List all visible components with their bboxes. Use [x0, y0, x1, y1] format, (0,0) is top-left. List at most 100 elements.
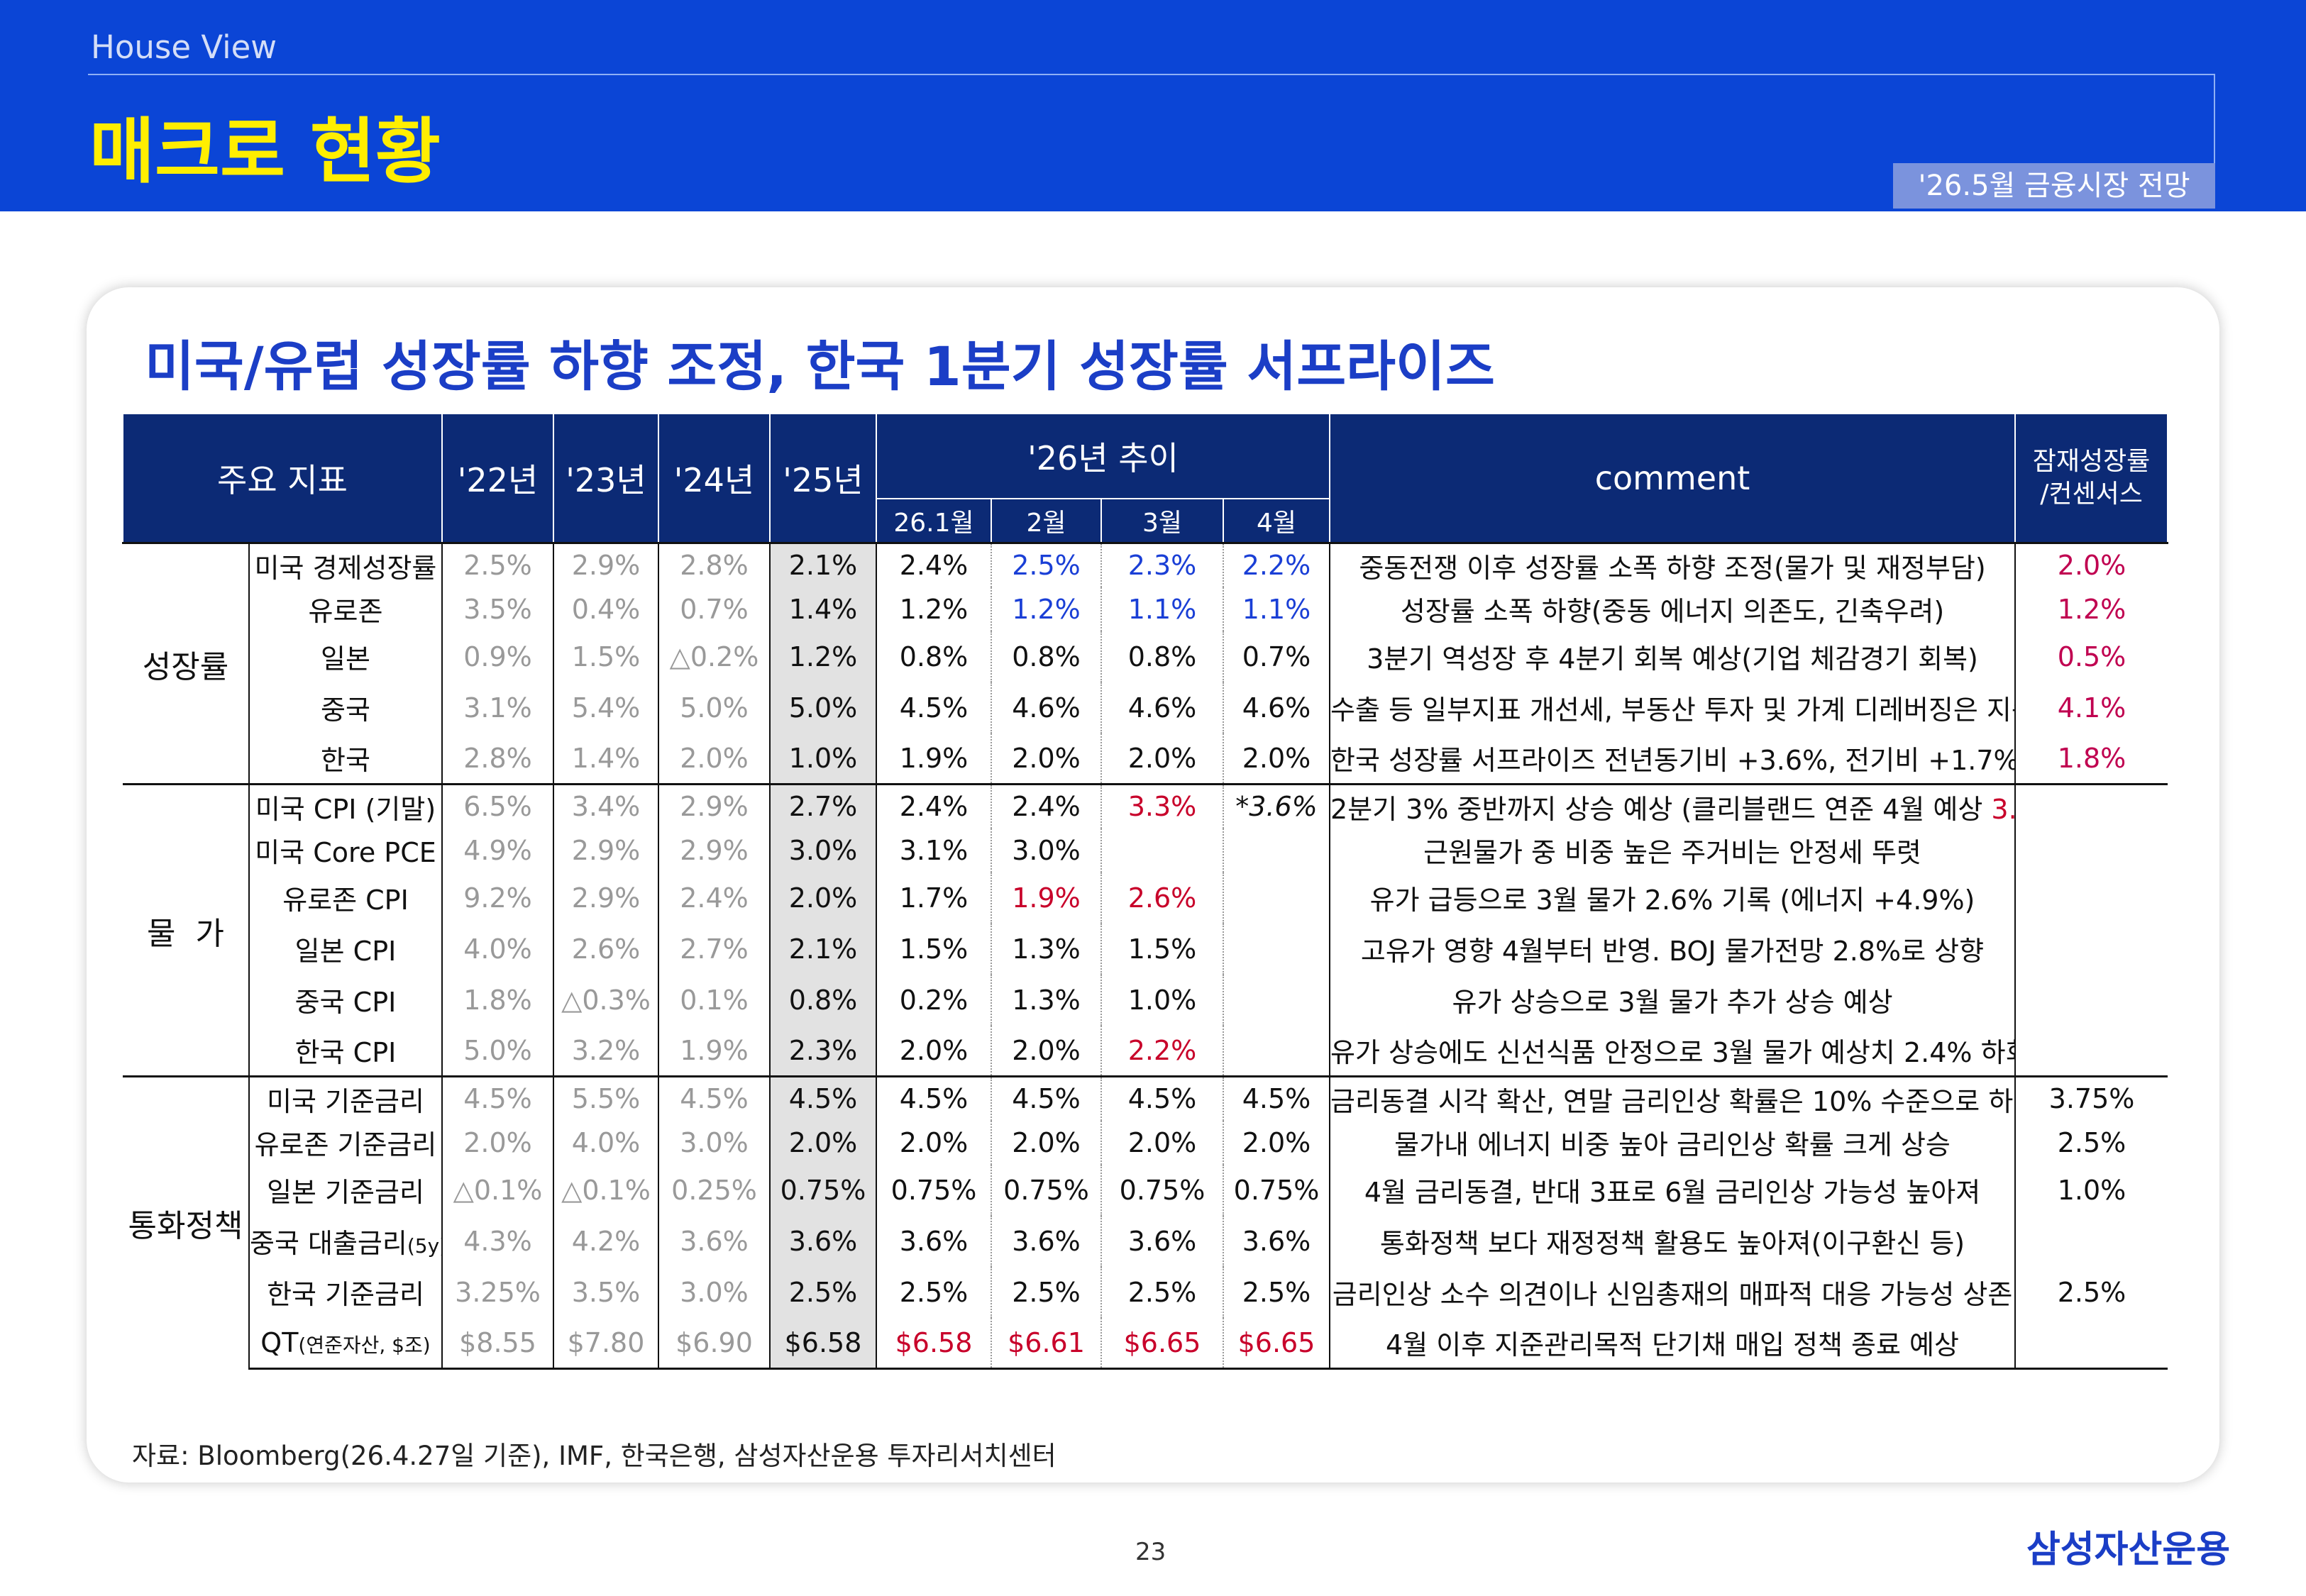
value-m4: 4.6%: [1223, 682, 1331, 733]
indicator-name: 일본: [249, 631, 443, 682]
value-m4: 0.7%: [1223, 631, 1331, 682]
indicator-name: 한국 CPI: [249, 1025, 443, 1077]
value-m4: [1223, 974, 1331, 1026]
header-trend-26: '26년 추이: [875, 413, 1331, 499]
value-y22: 6.5%: [442, 783, 554, 829]
potential-value: [2015, 872, 2168, 924]
value-m1: $6.58: [876, 1317, 992, 1370]
category-label: 통화정책: [123, 1075, 250, 1369]
potential-value: [2015, 1317, 2168, 1370]
header-bar: House View 매크로 현황 '26.5월 금융시장 전망: [0, 0, 2306, 211]
value-m4: [1223, 828, 1331, 872]
value-y24: △0.2%: [658, 631, 771, 682]
potential-value: [2015, 1025, 2168, 1077]
indicator-name-sub: (5y): [407, 1234, 441, 1258]
comment-text: 4월 금리동결, 반대 3표로 6월 금리인상 가능성 높아져: [1364, 1177, 1981, 1208]
value-m1: 3.1%: [876, 828, 992, 872]
comment-text: 한국 성장률 서프라이즈 전년동기비 +3.6%, 전기비 +1.7%: [1330, 745, 2016, 777]
page-number: 23: [1135, 1538, 1166, 1566]
value-y23: 3.4%: [553, 783, 659, 829]
slide-headline: 미국/유럽 성장률 하향 조정, 한국 1분기 성장률 서프라이즈: [145, 335, 1495, 398]
value-y25: 2.7%: [770, 783, 877, 829]
value-y23: 3.2%: [553, 1025, 659, 1077]
header-year-24: '24년: [658, 413, 771, 544]
value-m3: 2.2%: [1101, 1025, 1224, 1077]
value-m1: 1.5%: [876, 923, 992, 975]
indicator-name-text: 한국 기준금리: [267, 1279, 424, 1310]
header-month-2: 2월: [991, 498, 1102, 544]
value-m3: 2.5%: [1101, 1266, 1224, 1318]
header-month-1: 26.1월: [876, 498, 992, 544]
value-y22: 9.2%: [442, 872, 554, 924]
value-y22: 4.5%: [442, 1075, 554, 1121]
potential-value: [2015, 975, 2168, 1026]
indicator-name-text: 한국 CPI: [294, 1037, 397, 1069]
comment-cell: 통화정책 보다 재정정책 활용도 높아져(이구환신 등): [1330, 1215, 2017, 1267]
value-m2: 4.5%: [991, 1075, 1102, 1121]
indicator-name: 미국 경제성장률: [249, 542, 443, 587]
comment-text: 통화정책 보다 재정정책 활용도 높아져(이구환신 등): [1379, 1228, 1965, 1259]
value-m2: 1.2%: [991, 587, 1102, 631]
value-y23: 1.4%: [553, 733, 659, 785]
value-m1: 2.4%: [876, 542, 992, 587]
comment-text: 고유가 영향 4월부터 반영. BOJ 물가전망 2.8%로 상향: [1360, 936, 1985, 967]
indicator-name: 한국: [249, 733, 443, 785]
comment-cell: 2분기 3% 중반까지 상승 예상 (클리블랜드 연준 4월 예상 3.6%): [1330, 783, 2017, 829]
value-y24: 3.6%: [658, 1215, 771, 1267]
value-y23: △0.1%: [553, 1164, 659, 1216]
value-m2: 0.75%: [991, 1164, 1102, 1216]
indicator-name: QT(연준자산, $조): [249, 1317, 443, 1370]
value-y24: 2.7%: [658, 923, 771, 975]
table-row: 한국 기준금리 3.25% 3.5% 3.0% 2.5% 2.5% 2.5% 2.5% 2.5%…: [123, 1266, 2168, 1318]
value-y24: 2.4%: [658, 872, 771, 924]
indicator-name: 한국 기준금리: [249, 1266, 443, 1318]
table-row: 한국 CPI 5.0% 3.2% 1.9% 2.3% 2.0% 2.0% 2.2% 유가 상승에…: [123, 1025, 2168, 1077]
value-y22: 5.0%: [442, 1025, 554, 1077]
value-y25: 2.1%: [770, 542, 877, 587]
value-y24: 3.0%: [658, 1266, 771, 1318]
potential-value: 2.0%: [2015, 542, 2168, 587]
comment-text: 유가 급등으로 3월 물가 2.6% 기록 (에너지 +4.9%): [1369, 885, 1975, 916]
indicator-name: 중국 CPI: [249, 974, 443, 1026]
value-m3: 1.1%: [1101, 587, 1224, 631]
report-badge: '26.5월 금융시장 전망: [1893, 163, 2215, 209]
value-y25: 5.0%: [770, 682, 877, 733]
value-y25: 1.4%: [770, 587, 877, 631]
header-month-4: 4월: [1222, 498, 1331, 544]
value-y22: 1.8%: [442, 974, 554, 1026]
source-note: 자료: Bloomberg(26.4.27일 기준), IMF, 한국은행, 삼…: [132, 1441, 1057, 1471]
value-m3: 4.6%: [1101, 682, 1224, 733]
value-m4: [1223, 923, 1331, 975]
value-y23: 2.9%: [553, 872, 659, 924]
table-row: QT(연준자산, $조) $8.55 $7.80 $6.90 $6.58 $6.58 $6.…: [123, 1317, 2168, 1370]
comment-highlight: 3.6%: [1991, 793, 2016, 825]
value-m2: 3.6%: [991, 1215, 1102, 1267]
indicator-name: 중국 대출금리(5y): [249, 1215, 443, 1267]
comment-cell: 유가 급등으로 3월 물가 2.6% 기록 (에너지 +4.9%): [1330, 872, 2017, 924]
value-m4: 0.75%: [1223, 1164, 1331, 1216]
value-m3: 1.5%: [1101, 923, 1224, 975]
value-y24: 2.0%: [658, 733, 771, 785]
value-y24: 0.25%: [658, 1164, 771, 1216]
header-comment: comment: [1329, 413, 2017, 544]
potential-value: 2.5%: [2057, 1276, 2126, 1308]
value-m1: 0.2%: [876, 974, 992, 1026]
section-label: House View: [91, 28, 277, 66]
header-year-23: '23년: [553, 413, 659, 544]
comment-text: 4월 이후 지준관리목적 단기채 매입 정책 종료 예상: [1386, 1329, 1959, 1361]
table-row: 일본 CPI 4.0% 2.6% 2.7% 2.1% 1.5% 1.3% 1.5% 고유가 영향…: [123, 923, 2168, 975]
value-m2: 0.8%: [991, 631, 1102, 682]
value-y23: 4.0%: [553, 1120, 659, 1165]
value-y25: $6.58: [770, 1317, 877, 1370]
comment-text: 유가 상승으로 3월 물가 추가 상승 예상: [1452, 987, 1893, 1018]
indicator-name-text: QT: [260, 1326, 299, 1358]
potential-value: [2015, 924, 2168, 975]
indicator-name-text: 중국 대출금리: [250, 1228, 407, 1259]
indicator-name-text: 유로존 CPI: [282, 885, 409, 916]
value-m2: 2.4%: [991, 783, 1102, 829]
indicator-name: 일본 기준금리: [249, 1164, 443, 1216]
potential-value: 1.8%: [2015, 733, 2168, 785]
indicator-name-text: 한국: [321, 745, 370, 777]
comment-cell: 한국 성장률 서프라이즈 전년동기비 +3.6%, 전기비 +1.7%: [1330, 733, 2017, 785]
comment-text: 성장률 소폭 하향(중동 에너지 의존도, 긴축우려): [1400, 596, 1945, 627]
